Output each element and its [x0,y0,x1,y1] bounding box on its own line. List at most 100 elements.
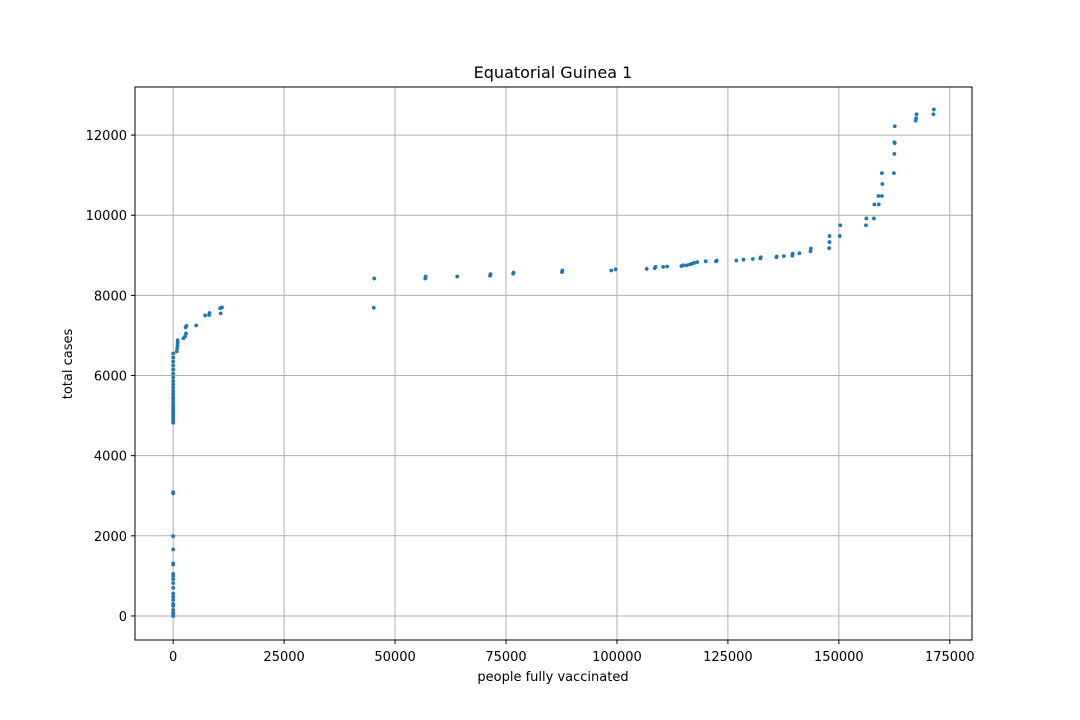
data-point [827,240,832,244]
data-point [171,577,176,581]
data-point [171,561,176,566]
data-point [488,272,493,277]
data-point [661,265,666,269]
y-tick-label: 0 [119,610,127,625]
y-tick-label: 8000 [94,289,127,304]
data-points [171,107,936,618]
data-point [207,311,212,315]
y-axis-label: total cases [61,329,76,400]
x-tick-label: 150000 [814,650,864,665]
x-axis-ticks: 0 25000 50000 75000 100000 125000 150000 175000 [169,640,975,665]
data-point [171,391,176,396]
data-point [175,346,180,351]
data-point [665,264,670,269]
data-point [194,323,199,328]
data-point [171,581,176,585]
y-tick-label: 6000 [94,370,127,385]
data-point [423,274,428,279]
data-point [218,311,223,316]
y-tick-label: 12000 [86,129,127,144]
plot-area-frame [134,86,973,641]
data-point [171,355,176,360]
data-point [880,194,884,198]
data-point [171,608,176,612]
data-point [827,234,832,238]
data-point [175,338,180,343]
x-tick-label: 50000 [374,650,415,665]
data-point [171,367,176,372]
x-tick-label: 175000 [925,650,975,665]
data-point [797,251,802,256]
data-point [653,265,658,269]
data-point [171,388,176,393]
data-point [741,257,746,262]
data-point [171,399,176,404]
data-point [750,257,755,261]
data-point [692,261,697,265]
data-point [864,216,869,221]
data-point [808,249,813,254]
data-point [171,359,176,364]
data-point [644,267,649,271]
data-point [914,112,919,117]
data-point [174,349,179,354]
y-tick-label: 4000 [94,450,127,465]
data-point [455,274,460,279]
data-point [171,385,176,390]
data-point [171,363,176,368]
data-point [609,268,614,273]
x-tick-label: 75000 [485,650,526,665]
data-point [203,313,208,318]
data-point [876,202,881,207]
data-point [171,598,176,602]
data-point [681,263,685,268]
data-point [560,268,565,273]
data-point [184,331,188,336]
data-point [171,586,176,590]
data-point [714,258,719,263]
data-point [703,259,708,264]
x-tick-label: 125000 [703,650,753,665]
x-tick-label: 0 [169,650,177,665]
data-point [892,140,897,145]
data-point [827,246,831,250]
data-point [892,124,897,129]
data-point [695,260,700,265]
data-point [171,490,176,495]
data-point [781,254,786,259]
data-point [914,116,918,121]
data-point [511,270,516,275]
data-point [790,251,795,256]
data-point [872,216,876,221]
y-axis-ticks: 0 2000 4000 6000 8000 10000 12000 [86,129,135,625]
data-point [838,223,843,228]
data-point [837,234,842,238]
data-point [171,371,176,376]
data-point [880,182,885,186]
data-point [613,267,618,272]
data-point [171,394,176,399]
data-point [220,305,224,310]
data-point [171,402,176,407]
data-point [171,594,176,599]
data-point [371,305,376,310]
data-point [171,571,176,576]
data-point [171,610,176,615]
y-tick-label: 2000 [94,530,127,545]
x-tick-label: 25000 [263,650,304,665]
data-point [372,276,377,281]
data-point [171,602,176,606]
data-point [891,171,896,176]
data-point [872,202,877,207]
data-point [171,534,176,539]
data-point [171,379,176,384]
data-point [171,382,176,387]
data-point [892,152,897,156]
x-tick-label: 100000 [592,650,642,665]
x-axis-label: people fully vaccinated [477,670,628,685]
data-point [931,107,936,112]
data-point [809,246,813,251]
data-point [774,254,779,259]
data-point [175,343,180,348]
